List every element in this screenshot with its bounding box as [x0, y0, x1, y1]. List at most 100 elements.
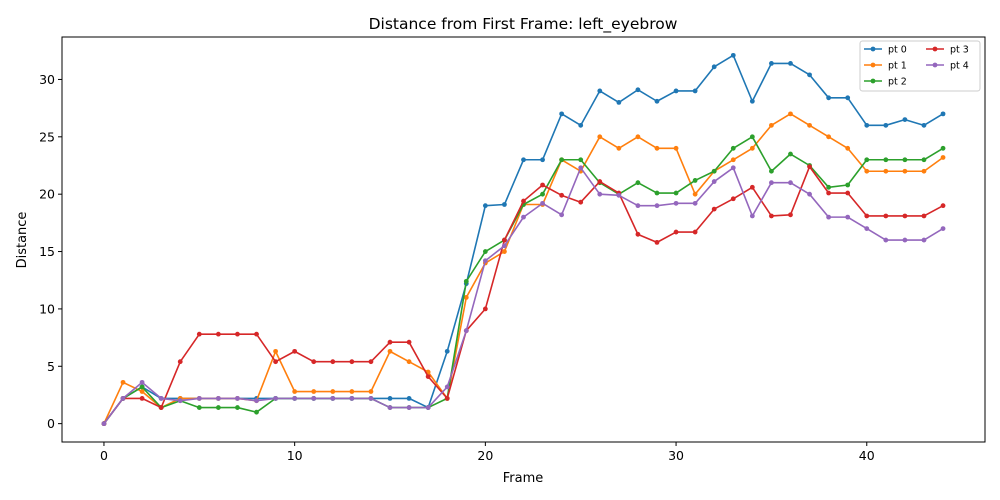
data-point — [521, 198, 526, 204]
data-point — [692, 191, 698, 197]
legend-label: pt 1 — [888, 60, 907, 71]
data-point — [578, 165, 584, 171]
data-point — [120, 379, 126, 385]
data-point — [292, 396, 298, 401]
data-point — [139, 396, 145, 401]
data-point — [807, 122, 812, 128]
data-point — [463, 278, 469, 284]
data-point — [616, 192, 622, 198]
data-point — [349, 389, 355, 394]
data-point — [120, 396, 126, 401]
data-point — [482, 306, 488, 312]
data-point — [921, 122, 927, 128]
data-point — [883, 237, 889, 243]
legend-marker — [870, 62, 876, 68]
legend-box — [859, 40, 981, 92]
data-point — [540, 191, 545, 197]
data-point — [749, 184, 755, 190]
data-point — [101, 421, 107, 427]
data-point — [616, 145, 622, 151]
data-point — [502, 237, 507, 243]
data-point — [273, 396, 278, 401]
data-point — [654, 203, 660, 209]
data-point — [559, 111, 565, 117]
data-point — [406, 405, 412, 410]
data-point — [349, 396, 355, 401]
data-point — [788, 212, 793, 218]
data-point — [654, 190, 660, 196]
data-point — [749, 145, 755, 151]
x-tick-label: 0 — [100, 448, 108, 463]
data-point — [826, 184, 832, 190]
data-point — [940, 155, 946, 160]
series-pt-4 — [101, 165, 946, 427]
data-point — [482, 203, 488, 209]
data-point — [864, 213, 870, 219]
data-point — [139, 389, 145, 394]
data-point — [254, 331, 259, 337]
data-point — [826, 95, 832, 101]
data-point — [921, 213, 927, 219]
x-axis: 0 10 20 30 40 — [100, 442, 875, 463]
x-tick-label: 20 — [477, 448, 493, 463]
data-point — [940, 111, 946, 117]
data-point — [788, 180, 793, 186]
data-point — [502, 202, 507, 207]
data-point — [769, 213, 774, 219]
data-point — [368, 389, 374, 394]
data-point — [559, 192, 565, 198]
y-tick-label: 0 — [47, 416, 55, 431]
x-tick-label: 30 — [668, 448, 684, 463]
y-tick-label: 30 — [39, 72, 55, 87]
data-point — [406, 396, 412, 401]
data-point — [215, 405, 221, 410]
data-point — [330, 396, 336, 401]
data-point — [502, 243, 507, 249]
legend-marker — [932, 62, 938, 68]
data-point — [807, 72, 812, 78]
legend-marker — [870, 78, 876, 84]
x-axis-title: Frame — [503, 471, 544, 486]
data-point — [769, 122, 774, 128]
data-point — [749, 134, 755, 140]
data-point — [578, 199, 584, 205]
plot-frame — [61, 36, 986, 443]
data-point — [597, 88, 603, 94]
data-point — [521, 214, 526, 220]
data-point — [387, 405, 393, 410]
data-point — [635, 134, 641, 140]
data-point — [654, 98, 660, 104]
legend-label: pt 4 — [950, 60, 969, 71]
data-point — [826, 190, 832, 196]
data-point — [292, 348, 298, 354]
data-point — [940, 145, 946, 151]
data-point — [749, 213, 755, 219]
data-point — [921, 168, 927, 174]
data-point — [902, 168, 908, 174]
data-point — [845, 190, 851, 196]
data-point — [139, 384, 145, 390]
legend: pt 0 pt 1 pt 2 pt 3 pt 4 — [859, 40, 981, 92]
data-point — [273, 348, 278, 354]
data-point — [940, 203, 946, 209]
data-point — [215, 331, 221, 337]
data-point — [788, 151, 793, 157]
data-point — [711, 206, 717, 212]
legend-item: pt 2 — [864, 76, 907, 87]
data-point — [254, 409, 259, 415]
data-point — [845, 214, 851, 220]
data-point — [826, 134, 832, 140]
data-point — [654, 145, 660, 151]
data-point — [769, 60, 774, 66]
data-point — [196, 405, 202, 410]
data-point — [921, 157, 927, 163]
data-point — [158, 405, 164, 410]
data-point — [730, 157, 736, 163]
data-point — [673, 145, 679, 151]
data-point — [215, 396, 221, 401]
legend-label: pt 0 — [888, 44, 907, 55]
data-point — [521, 157, 526, 163]
data-point — [368, 396, 374, 401]
data-point — [330, 389, 336, 394]
x-tick-label: 40 — [859, 448, 875, 463]
